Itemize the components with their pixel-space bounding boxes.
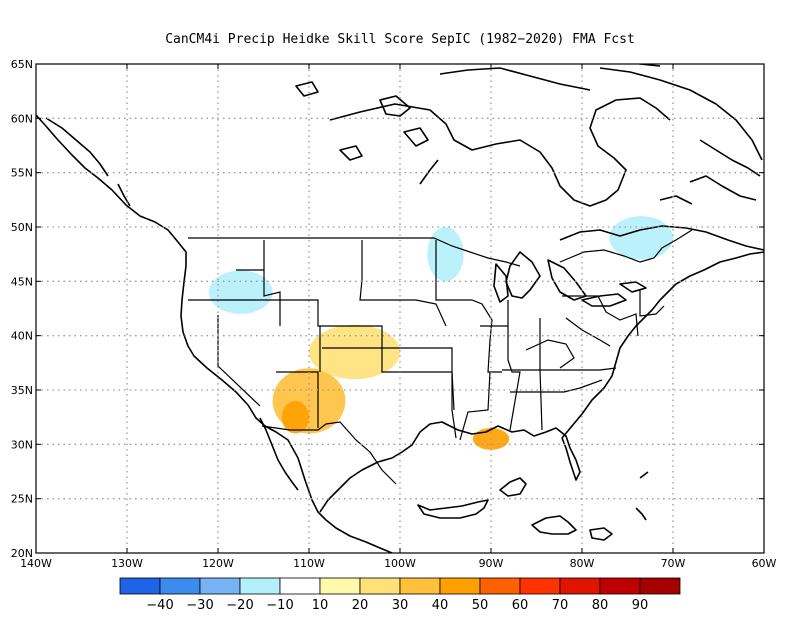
- colorbar-label: 50: [472, 598, 489, 613]
- colorbar-label: −20: [226, 598, 253, 613]
- map-title: CanCM4i Precip Heidke Skill Score SepIC …: [165, 32, 635, 47]
- colorbar-swatch: [439, 577, 481, 595]
- lon-label: 130W: [111, 557, 143, 570]
- lon-label: 90W: [479, 557, 504, 570]
- colorbar-swatch: [319, 577, 361, 595]
- colorbar-label: 70: [552, 598, 569, 613]
- score-region: [309, 324, 400, 380]
- colorbar-swatch: [199, 577, 241, 595]
- lon-label: 80W: [570, 557, 595, 570]
- lat-label: 45N: [11, 275, 33, 288]
- lat-label: 20N: [11, 547, 33, 560]
- lat-label: 50N: [11, 221, 33, 234]
- coastlines: [36, 64, 764, 553]
- colorbar-label: 30: [392, 598, 409, 613]
- colorbar-swatch: [479, 577, 521, 595]
- lat-lon-grid: [36, 64, 764, 553]
- latitude-labels: 65N 60N 55N 50N 45N 40N 35N 30N 25N 20N: [11, 58, 33, 560]
- colorbar-swatch: [639, 577, 681, 595]
- lat-label: 55N: [11, 167, 33, 180]
- political-borders: [188, 229, 693, 485]
- lon-label: 70W: [661, 557, 686, 570]
- colorbar-swatch: [519, 577, 561, 595]
- colorbar-label: 10: [312, 598, 329, 613]
- lon-label: 110W: [293, 557, 325, 570]
- colorbar-label: 80: [592, 598, 609, 613]
- lon-label: 100W: [384, 557, 416, 570]
- lat-label: 40N: [11, 330, 33, 343]
- lon-label: 140W: [20, 557, 52, 570]
- plot-area: [36, 64, 764, 553]
- colorbar-swatch: [119, 577, 161, 595]
- lon-label: 60W: [752, 557, 777, 570]
- lat-label: 35N: [11, 384, 33, 397]
- lat-label: 65N: [11, 58, 33, 71]
- colorbar-swatch: [239, 577, 281, 595]
- lat-label: 30N: [11, 438, 33, 451]
- score-shading: [208, 216, 674, 450]
- colorbar-label: 90: [632, 598, 649, 613]
- colorbar-swatch: [559, 577, 601, 595]
- colorbar-label: 40: [432, 598, 449, 613]
- colorbar-label: −40: [146, 598, 173, 613]
- colorbar-swatch: [359, 577, 401, 595]
- lat-label: 25N: [11, 493, 33, 506]
- lat-label: 60N: [11, 112, 33, 125]
- colorbar-label: 20: [352, 598, 369, 613]
- score-region: [281, 400, 309, 434]
- lon-label: 120W: [202, 557, 234, 570]
- longitude-labels: 140W 130W 120W 110W 100W 90W 80W 70W 60W: [20, 557, 776, 570]
- colorbar-swatch: [279, 577, 321, 595]
- colorbar-swatch: [399, 577, 441, 595]
- colorbar-label: −30: [186, 598, 213, 613]
- axis-ticks: [35, 63, 765, 554]
- colorbar-label: 60: [512, 598, 529, 613]
- score-region: [427, 227, 464, 282]
- colorbar: −40 −30 −20 −10 10 20 30 40 50 60 70 80 90: [119, 577, 681, 613]
- score-region: [609, 216, 674, 260]
- colorbar-swatch: [599, 577, 641, 595]
- colorbar-label: −10: [266, 598, 293, 613]
- colorbar-swatch: [159, 577, 201, 595]
